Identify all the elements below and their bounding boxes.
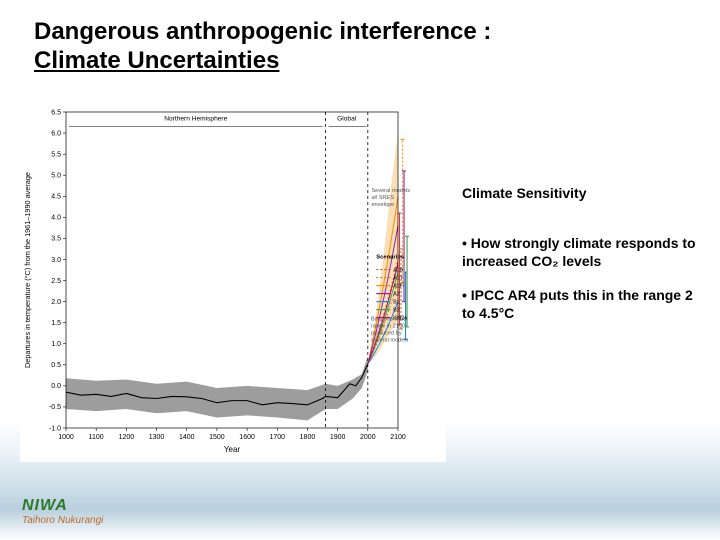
svg-text:A1B: A1B [393, 268, 403, 274]
svg-text:4.0: 4.0 [51, 215, 61, 222]
svg-text:1500: 1500 [209, 434, 225, 441]
svg-text:1000: 1000 [58, 434, 74, 441]
svg-text:6.0: 6.0 [51, 130, 61, 137]
svg-text:IS92a: IS92a [393, 316, 407, 322]
right-text-column: Climate Sensitivity • How strongly clima… [462, 185, 706, 339]
svg-text:2100: 2100 [390, 434, 406, 441]
svg-text:-0.5: -0.5 [49, 404, 61, 411]
svg-text:1300: 1300 [149, 434, 165, 441]
bullet-1: • How strongly climate responds to incre… [462, 235, 706, 271]
svg-text:1800: 1800 [300, 434, 316, 441]
svg-text:2.0: 2.0 [51, 299, 61, 306]
svg-text:Global: Global [337, 115, 357, 122]
svg-text:several models: several models [371, 338, 409, 344]
svg-text:Departures in temperature (°C): Departures in temperature (°C) from the … [23, 172, 32, 368]
sensitivity-heading: Climate Sensitivity [462, 185, 706, 201]
svg-text:A1T: A1T [393, 276, 403, 282]
svg-text:A1FI: A1FI [393, 284, 404, 290]
niwa-logo: NIWA Taihoro Nukurangi [22, 497, 103, 526]
svg-text:1900: 1900 [330, 434, 346, 441]
svg-text:-1.0: -1.0 [49, 425, 61, 432]
logo-tagline: Taihoro Nukurangi [22, 515, 103, 526]
svg-text:2.5: 2.5 [51, 278, 61, 285]
svg-text:1200: 1200 [119, 434, 135, 441]
svg-text:0.5: 0.5 [51, 362, 61, 369]
svg-text:B1: B1 [393, 300, 400, 306]
logo-name: NIWA [22, 497, 103, 515]
svg-text:5.5: 5.5 [51, 151, 61, 158]
svg-text:1.5: 1.5 [51, 320, 61, 327]
svg-text:all SRES: all SRES [371, 195, 394, 201]
svg-text:A2: A2 [393, 292, 400, 298]
svg-text:1.0: 1.0 [51, 341, 61, 348]
svg-text:range in 2100: range in 2100 [371, 324, 405, 330]
svg-text:3.0: 3.0 [51, 257, 61, 264]
title-line2: Climate Uncertainties [34, 47, 279, 74]
svg-text:Year: Year [224, 445, 241, 454]
svg-text:3.5: 3.5 [51, 236, 61, 243]
svg-text:1700: 1700 [269, 434, 285, 441]
svg-text:0.0: 0.0 [51, 383, 61, 390]
svg-text:1600: 1600 [239, 434, 255, 441]
bullet-2: • IPCC AR4 puts this in the range 2 to 4… [462, 287, 706, 323]
svg-text:2000: 2000 [360, 434, 376, 441]
svg-text:envelope: envelope [371, 202, 394, 208]
svg-text:produced by: produced by [371, 331, 402, 337]
svg-text:5.0: 5.0 [51, 173, 61, 180]
title-line1: Dangerous anthropogenic interference : [34, 18, 491, 45]
slide-title: Dangerous anthropogenic interference : C… [34, 18, 700, 76]
svg-text:4.5: 4.5 [51, 194, 61, 201]
svg-text:6.5: 6.5 [51, 109, 61, 116]
svg-text:1100: 1100 [89, 434, 104, 441]
temperature-chart: Departures in temperature (°C) from the … [20, 100, 446, 462]
svg-text:Scenarios: Scenarios [376, 255, 404, 261]
svg-text:Northern Hemisphere: Northern Hemisphere [164, 115, 227, 122]
svg-text:B2: B2 [393, 308, 400, 314]
svg-text:Several models: Several models [371, 188, 410, 194]
svg-text:1400: 1400 [179, 434, 195, 441]
